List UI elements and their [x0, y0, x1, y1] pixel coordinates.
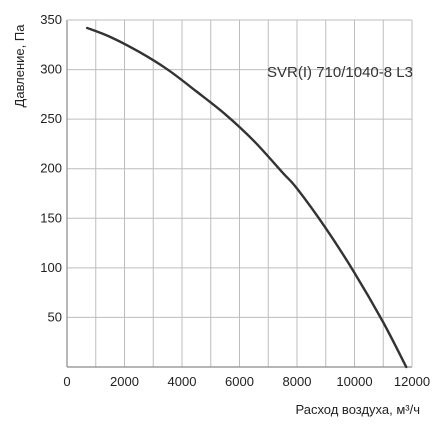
x-axis-ticks: 0 2000 4000 6000 8000 10000 12000: [63, 374, 430, 389]
y-axis-label: Давление, Па: [12, 24, 27, 108]
x-tick-label-4000: 4000: [168, 374, 197, 389]
y-tick-label-200: 200: [40, 161, 62, 176]
x-tick-label-8000: 8000: [283, 374, 312, 389]
series-label: SVR(I) 710/1040-8 L3: [267, 64, 413, 81]
series-line: [85, 26, 408, 369]
x-tick-label-12000: 12000: [394, 374, 430, 389]
y-tick-label-350: 350: [40, 12, 62, 27]
y-tick-label-300: 300: [40, 62, 62, 77]
x-tick-label-0: 0: [63, 374, 70, 389]
x-tick-label-2000: 2000: [110, 374, 139, 389]
y-axis-ticks: 50 100 150 200 250 300 350: [40, 12, 62, 324]
x-tick-label-6000: 6000: [225, 374, 254, 389]
series-layer: [85, 26, 408, 369]
x-tick-label-10000: 10000: [336, 374, 372, 389]
y-tick-label-100: 100: [40, 260, 62, 275]
x-axis-label: Расход воздуха, м³/ч: [295, 402, 420, 417]
plot-frame: [66, 19, 413, 368]
y-tick-label-150: 150: [40, 210, 62, 225]
y-tick-label-250: 250: [40, 111, 62, 126]
y-tick-label-50: 50: [48, 309, 62, 324]
